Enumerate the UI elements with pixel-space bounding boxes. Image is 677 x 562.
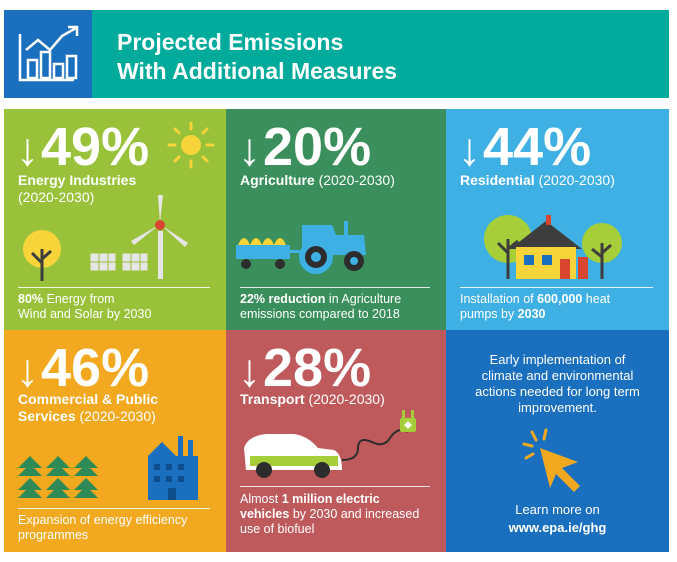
wind-turbine-icon [131,195,188,279]
tree-icon [23,230,61,281]
commercial-percent-value: 46% [41,338,150,398]
down-arrow-icon: ↓ [16,344,39,396]
agriculture-divider [240,287,430,288]
tile-agriculture: ↓20% Agriculture (2020-2030) 22% reducti… [226,109,446,330]
transport-caption-line2-rest: by 2030 and increased [289,507,420,521]
agriculture-caption-line2: emissions compared to 2018 [240,307,400,321]
info-line-2: climate and environmental [481,368,634,383]
residential-caption-rest: heat [582,292,611,306]
solar-panels-icon [89,252,149,272]
residential-divider [460,287,653,288]
agriculture-caption: 22% reduction in Agriculture emissions c… [240,292,436,322]
agriculture-period: (2020-2030) [314,172,395,188]
energy-caption-rest: Energy from [43,292,115,306]
agriculture-caption-rest: in Agriculture [325,292,402,306]
commercial-divider [18,508,210,509]
commercial-percent: ↓46% [16,336,149,402]
electric-car-icon [244,410,416,478]
bar-chart-growth-icon [18,25,79,82]
tile-residential: ↓44% Residential (2020-2030) Installatio… [446,109,669,330]
residential-percent: ↓44% [458,115,591,181]
transport-caption-line2-bold: vehicles [240,507,290,521]
transport-caption-bold: 1 million electric [281,492,380,506]
residential-sector-name: Residential [460,172,535,188]
agriculture-caption-bold: 22% reduction [240,292,326,306]
residential-caption-line2-pre: pumps by [460,307,518,321]
info-line-4: improvement. [518,400,597,415]
agriculture-sector-label: Agriculture (2020-2030) [240,172,395,189]
epa-ghg-link[interactable]: www.epa.ie/ghg [508,520,607,535]
tractor-icon [236,221,366,274]
transport-percent-value: 28% [263,338,372,398]
energy-caption: 80% Energy from Wind and Solar by 2030 [18,292,216,322]
commercial-caption-line2: programmes [18,528,89,542]
energy-period: (2020-2030) [18,189,95,205]
factory-building-icon [148,436,198,500]
commercial-caption-line1: Expansion of energy efficiency [18,513,188,527]
tile-energy-industries: ↓49% Energy Industries (2020-2030) [4,109,226,330]
cursor-click-icon [522,428,580,492]
energy-sector-name: Energy Industries [18,172,137,188]
page-title: Projected Emissions With Additional Meas… [117,28,397,86]
learn-more-label: Learn more on [515,502,600,517]
energy-divider [18,287,210,288]
commercial-sector-line2: Services [18,408,76,424]
tile-info: Early implementation of climate and envi… [446,330,669,552]
tile-commercial-public-services: ↓46% Commercial & Public Services (2020-… [4,330,226,552]
energy-caption-line2: Wind and Solar by 2030 [18,307,152,321]
energy-percent: ↓49% [16,115,149,181]
residential-sector-label: Residential (2020-2030) [460,172,615,189]
sun-icon [167,121,215,169]
transport-period: (2020-2030) [304,391,385,407]
transport-sector-name: Transport [240,391,305,407]
tile-transport: ↓28% Transport (2020-2030) Almost 1 mill… [226,330,446,552]
down-arrow-icon: ↓ [458,123,481,175]
energy-caption-bold: 80% [18,292,44,306]
agriculture-sector-name: Agriculture [240,172,315,188]
header-banner: Projected Emissions With Additional Meas… [4,10,669,98]
residential-caption-bold: 600,000 [537,292,583,306]
transport-percent: ↓28% [238,336,371,402]
down-arrow-icon: ↓ [238,344,261,396]
house-with-trees-icon [484,215,622,279]
forest-trees-icon [18,456,98,498]
energy-sector-label: Energy Industries (2020-2030) [18,172,136,206]
residential-percent-value: 44% [483,117,592,177]
info-line-1: Early implementation of [489,352,626,367]
agriculture-percent-value: 20% [263,117,372,177]
commercial-sector-line1: Commercial & Public [18,391,159,407]
transport-sector-label: Transport (2020-2030) [240,391,385,408]
agriculture-percent: ↓20% [238,115,371,181]
down-arrow-icon: ↓ [16,123,39,175]
info-message: Early implementation of climate and envi… [446,352,669,416]
commercial-caption: Expansion of energy efficiency programme… [18,513,216,543]
transport-caption-line3: use of biofuel [240,522,315,536]
transport-caption: Almost 1 million electric vehicles by 20… [240,492,436,537]
commercial-sector-label: Commercial & Public Services (2020-2030) [18,391,158,425]
energy-percent-value: 49% [41,117,150,177]
residential-caption-line2-bold: 2030 [517,307,546,321]
down-arrow-icon: ↓ [238,123,261,175]
transport-divider [240,486,430,487]
title-line-1: Projected Emissions [117,29,344,55]
residential-caption: Installation of 600,000 heat pumps by 20… [460,292,659,322]
residential-caption-pre: Installation of [460,292,538,306]
header-icon-box [4,10,92,98]
commercial-period: (2020-2030) [75,408,156,424]
info-line-3: actions needed for long term [475,384,640,399]
residential-period: (2020-2030) [534,172,615,188]
title-line-2: With Additional Measures [117,58,398,84]
transport-caption-pre: Almost [240,492,282,506]
